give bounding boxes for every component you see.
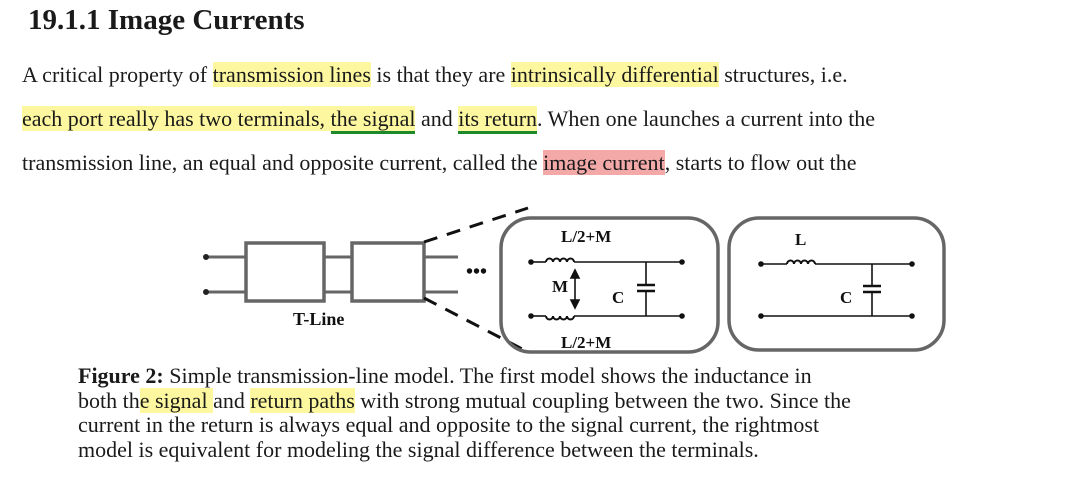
highlight-the-signal: the signal <box>330 106 416 134</box>
tline-chain <box>203 241 458 303</box>
text: and <box>213 387 251 413</box>
text: is that they are <box>370 62 511 87</box>
capacitor-label-2: C <box>840 288 852 307</box>
paragraph-line-1: A critical property of transmission line… <box>22 60 848 90</box>
simple-model-circuit <box>758 259 915 319</box>
text: , starts to flow out the <box>664 150 857 175</box>
highlight-intrinsically-differential: intrinsically differential <box>510 62 719 87</box>
text: . When one launches a current into the <box>537 106 876 131</box>
coupled-model-circuit <box>528 257 685 321</box>
text: Simple transmission-line model. The firs… <box>163 363 812 388</box>
highlight-transmission-lines: transmission lines <box>212 62 371 87</box>
caption-line-1: Figure 2: Simple transmission-line model… <box>78 363 851 389</box>
caption-line-2: both the signal and return paths with st… <box>78 387 851 414</box>
coupled-model-box <box>499 216 720 354</box>
text: structures, i.e. <box>718 62 848 87</box>
zoom-line-top <box>423 206 529 244</box>
text: transmission line, an equal and opposite… <box>22 150 544 175</box>
capacitor-label-1: C <box>612 288 624 307</box>
text: and <box>415 106 459 131</box>
mutual-label: M <box>552 277 568 296</box>
paragraph-line-3: transmission line, an equal and opposite… <box>22 148 857 178</box>
caption-line-3: current in the return is always equal an… <box>78 412 820 437</box>
text: A critical property of <box>22 62 213 87</box>
highlight-each-port: each port really has two terminals, <box>22 106 331 131</box>
tline-label: T-Line <box>293 309 344 329</box>
paragraph-line-2: each port really has two terminals, the … <box>22 104 875 134</box>
ellipsis-dots: ••• <box>466 261 487 283</box>
section-heading: 19.1.1 Image Currents <box>28 4 305 36</box>
inductor-bottom-label: L/2+M <box>561 333 611 352</box>
highlight-return-paths: return paths <box>250 387 355 413</box>
text: with strong mutual coupling between the … <box>354 387 851 413</box>
figure-caption: Figure 2: Simple transmission-line model… <box>78 363 851 462</box>
caption-label: Figure 2: <box>78 363 164 388</box>
simple-model-box <box>727 216 946 352</box>
inductor-right-label: L <box>795 230 806 249</box>
highlight-image-current: image current <box>543 150 665 175</box>
highlight-its-return: its return <box>458 106 538 134</box>
caption-line-4: model is equivalent for modeling the sig… <box>78 436 759 462</box>
highlight-caption-signal: e signal <box>139 387 214 413</box>
text: both th <box>78 387 140 413</box>
inductor-top-label: L/2+M <box>561 227 611 246</box>
